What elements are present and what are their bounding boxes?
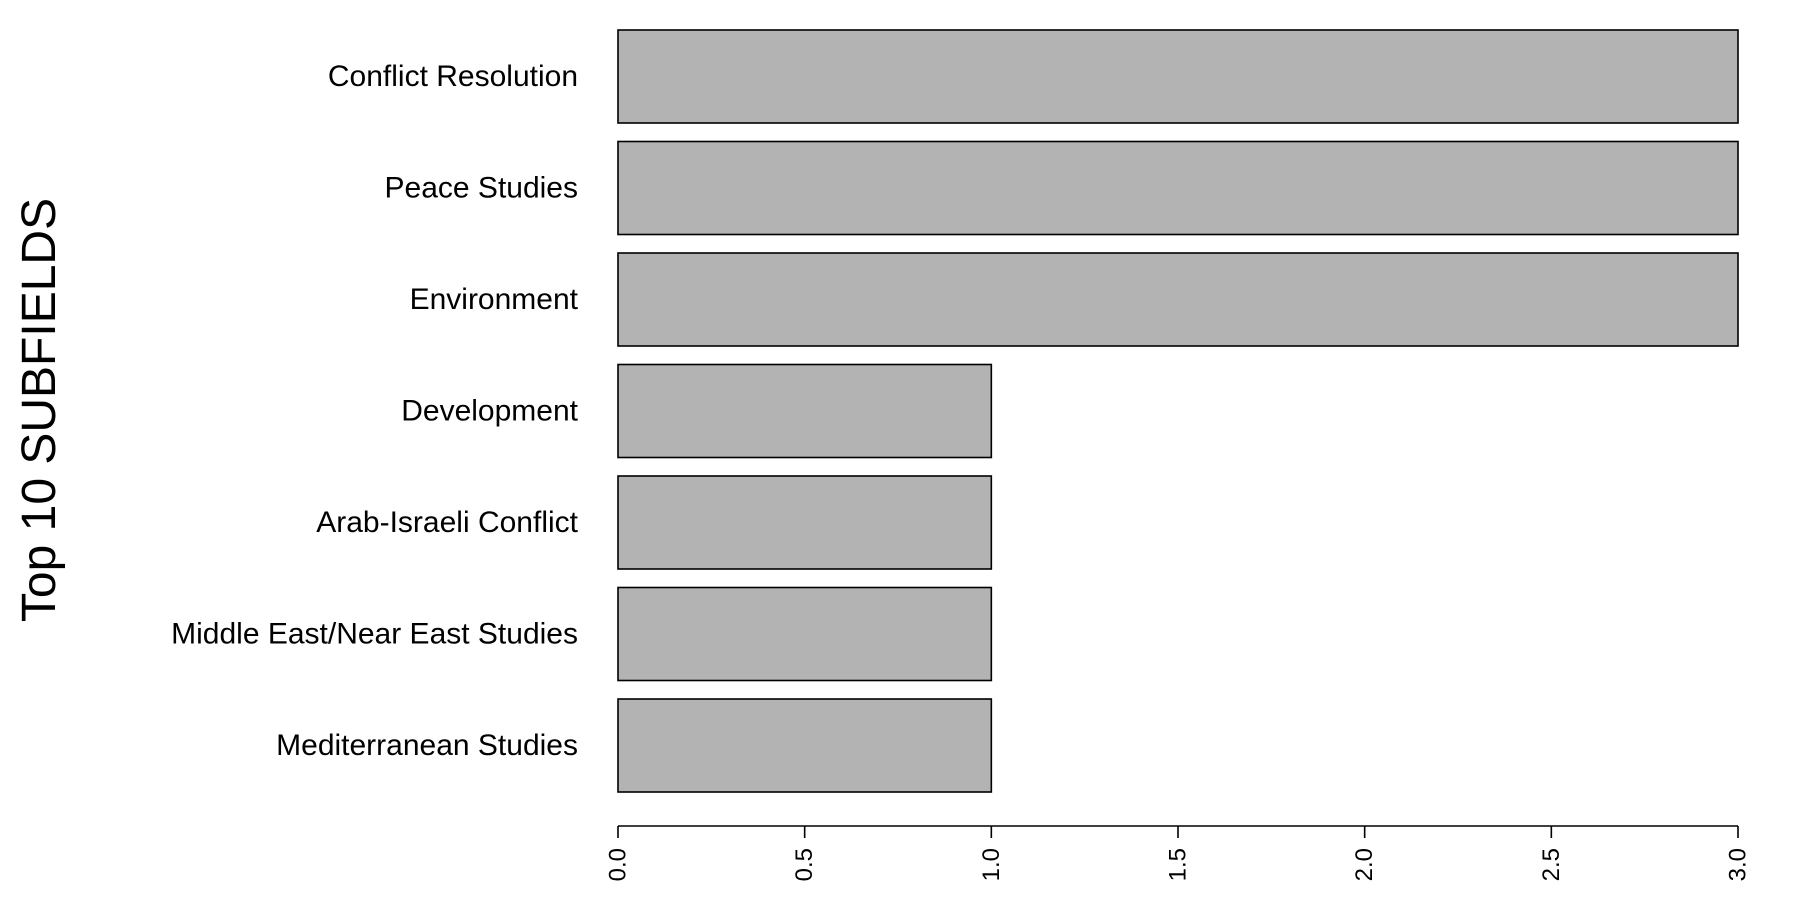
x-tick-label: 0.0 [605, 848, 632, 881]
category-label: Environment [410, 283, 579, 316]
bar [617, 475, 993, 570]
bar [617, 29, 1739, 124]
category-labels: Conflict Resolution Peace Studies Environm… [171, 60, 579, 762]
bar [617, 363, 993, 459]
x-axis: 0.0 0.5 1.0 1.5 2.0 2.5 3.0 [605, 825, 1752, 881]
x-tick-label: 0.5 [791, 848, 818, 881]
x-tick-label: 2.5 [1538, 848, 1565, 881]
x-tick-label: 1.0 [978, 848, 1005, 881]
x-tick-label: 3.0 [1725, 848, 1752, 881]
x-tick-label: 1.5 [1165, 848, 1192, 881]
bar [617, 140, 1739, 236]
category-label: Mediterranean Studies [276, 729, 578, 762]
category-label: Development [401, 395, 578, 428]
bars-layer [617, 29, 1739, 793]
bar [617, 698, 993, 793]
category-label: Conflict Resolution [328, 60, 578, 93]
bar [617, 586, 993, 682]
y-axis-title: Top 10 SUBFIELDS [13, 198, 66, 622]
x-tick-label: 2.0 [1351, 848, 1378, 881]
category-label: Peace Studies [385, 172, 578, 205]
bar [617, 252, 1739, 347]
category-label: Arab-Israeli Conflict [316, 506, 578, 539]
category-label: Middle East/Near East Studies [171, 618, 578, 651]
